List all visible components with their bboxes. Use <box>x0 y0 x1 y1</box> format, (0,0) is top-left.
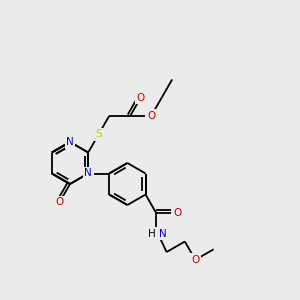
Text: O: O <box>173 208 181 218</box>
Text: S: S <box>95 129 102 139</box>
Text: N: N <box>84 169 92 178</box>
Text: H: H <box>148 229 156 239</box>
Text: O: O <box>191 255 200 265</box>
Text: O: O <box>136 93 145 103</box>
Text: O: O <box>56 197 64 207</box>
Text: N: N <box>159 229 167 239</box>
Text: O: O <box>147 111 155 121</box>
Text: N: N <box>66 137 74 147</box>
